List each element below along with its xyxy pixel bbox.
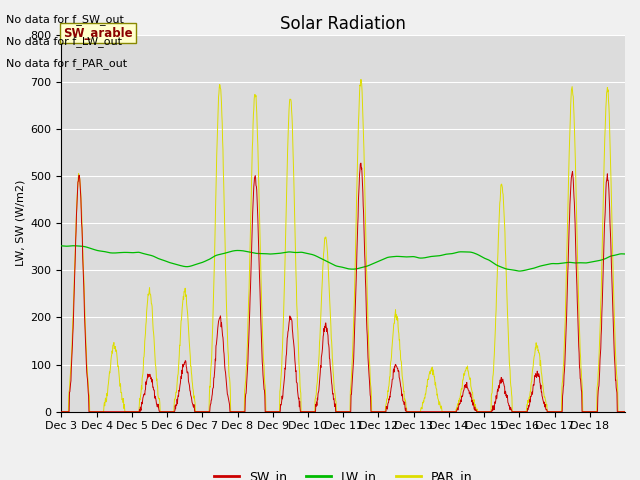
Text: No data for f_SW_out: No data for f_SW_out xyxy=(6,14,124,25)
Text: No data for f_LW_out: No data for f_LW_out xyxy=(6,36,122,47)
Y-axis label: LW, SW (W/m2): LW, SW (W/m2) xyxy=(15,180,25,266)
Text: No data for f_PAR_out: No data for f_PAR_out xyxy=(6,58,127,69)
Title: Solar Radiation: Solar Radiation xyxy=(280,15,406,33)
Text: SW_arable: SW_arable xyxy=(63,27,132,40)
Legend: SW_in, LW_in, PAR_in: SW_in, LW_in, PAR_in xyxy=(209,466,477,480)
